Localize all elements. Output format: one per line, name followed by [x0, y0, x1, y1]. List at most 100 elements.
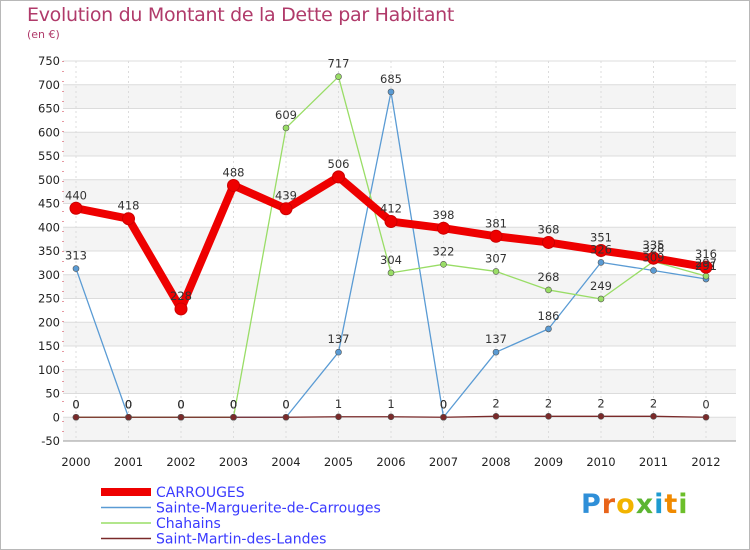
data-point — [335, 73, 342, 80]
data-label: 418 — [118, 199, 140, 213]
y-tick-label: 350 — [38, 244, 60, 258]
data-point — [387, 413, 395, 421]
grid-band — [63, 417, 736, 441]
data-point — [647, 251, 660, 265]
data-label: 0 — [125, 397, 132, 411]
data-label: 609 — [275, 108, 297, 122]
data-label: 0 — [440, 397, 447, 411]
data-point — [335, 348, 342, 356]
grid-band — [63, 227, 736, 251]
data-label: 440 — [65, 188, 87, 202]
x-tick-label: 2010 — [586, 455, 615, 469]
data-label: 2 — [545, 396, 552, 410]
logo-letter: x — [635, 489, 655, 520]
data-point — [437, 221, 450, 235]
y-tick-label: 200 — [38, 315, 60, 329]
legend-entry: Chahains — [156, 516, 221, 532]
data-label: 0 — [230, 397, 237, 411]
data-point — [594, 244, 608, 258]
data-point — [230, 413, 237, 421]
y-tick-label: 300 — [38, 268, 60, 282]
data-label: 316 — [695, 247, 717, 261]
data-label: 0 — [125, 397, 132, 411]
data-point — [384, 215, 398, 229]
data-label: 368 — [538, 222, 560, 236]
x-tick-label: 2003 — [219, 455, 248, 469]
data-point — [387, 88, 395, 96]
data-point — [545, 325, 552, 333]
data-label: 249 — [590, 279, 612, 293]
data-point — [597, 412, 605, 420]
data-point — [702, 413, 710, 421]
data-point — [282, 124, 290, 132]
data-label: 322 — [433, 244, 455, 258]
data-point — [335, 413, 342, 421]
data-point — [492, 348, 500, 356]
y-tick-label: 700 — [38, 78, 60, 92]
data-label: 0 — [702, 397, 709, 411]
grid — [63, 60, 736, 442]
data-label: 0 — [440, 397, 447, 411]
y-tick-label: 550 — [38, 149, 60, 163]
data-labels: 440 418 228 488 439 506 412 398 381 368 351 335 316 3… — [65, 57, 717, 412]
data-label: 328 — [643, 241, 665, 255]
logo-letter: P — [581, 489, 602, 520]
data-label: 268 — [538, 270, 560, 284]
proxiti-logo: Proxiti — [581, 489, 689, 520]
data-label: 0 — [282, 397, 289, 411]
data-label: 0 — [72, 397, 79, 411]
data-point — [545, 286, 552, 294]
logo-letter: r — [601, 489, 617, 520]
x-tick-label: 2012 — [691, 455, 720, 469]
data-point — [489, 229, 503, 243]
data-label: 506 — [328, 157, 350, 171]
data-label: 0 — [125, 397, 132, 411]
data-label: 0 — [230, 397, 237, 411]
grid-band — [63, 179, 736, 204]
grid-band — [63, 369, 736, 394]
data-label: 2 — [597, 396, 604, 410]
data-label: 2 — [492, 396, 499, 410]
data-point — [387, 269, 395, 277]
x-tick-label: 2004 — [271, 455, 300, 469]
data-label: 137 — [485, 332, 507, 346]
x-tick-label: 2001 — [114, 455, 143, 469]
data-point — [227, 178, 240, 192]
y-tick-label: -50 — [41, 434, 60, 448]
data-label: 291 — [695, 259, 717, 273]
x-tick-label: 2005 — [324, 455, 353, 469]
legend-entry: CARROUGES — [156, 485, 245, 501]
data-label: 335 — [643, 238, 665, 252]
y-tick-label: 150 — [38, 339, 60, 353]
data-label: 2 — [650, 396, 657, 410]
data-point — [332, 170, 345, 184]
chart-subtitle: (en €) — [27, 28, 60, 41]
legend: CARROUGESSainte-Marguerite-de-CarrougesC… — [101, 485, 381, 548]
data-label: 1 — [387, 397, 394, 411]
data-point — [650, 412, 657, 420]
data-label: 304 — [380, 253, 402, 267]
y-tick-label: 650 — [38, 102, 60, 116]
data-point — [492, 412, 500, 420]
y-tick-label: 750 — [38, 54, 60, 68]
data-point — [174, 302, 188, 316]
data-label: 0 — [177, 397, 184, 411]
data-label: 326 — [590, 242, 612, 256]
data-label: 351 — [590, 231, 612, 245]
data-label: 228 — [170, 289, 192, 303]
data-label: 0 — [230, 397, 237, 411]
y-tick-label: 600 — [38, 125, 60, 139]
data-label: 186 — [538, 309, 560, 323]
x-tick-label: 2000 — [61, 455, 90, 469]
x-tick-label: 2007 — [429, 455, 458, 469]
logo-letter: i — [654, 489, 665, 520]
y-tick-label: 250 — [38, 292, 60, 306]
data-point — [542, 235, 555, 249]
data-label: 717 — [328, 57, 350, 71]
data-label: 0 — [177, 397, 184, 411]
legend-entry: Sainte-Marguerite-de-Carrouges — [156, 501, 381, 517]
logo-letter: i — [678, 489, 689, 520]
grid-band — [63, 322, 736, 346]
